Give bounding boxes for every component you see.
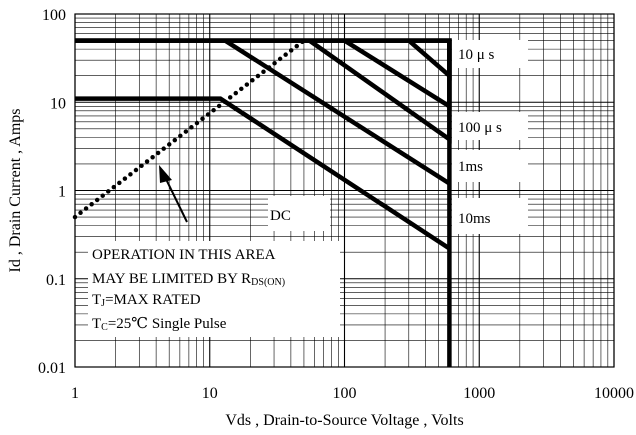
y-tick-label: 10 xyxy=(50,95,66,112)
note-arrow-shaft xyxy=(164,176,188,223)
series-label: 10ms xyxy=(458,211,491,227)
note-limited-sub: DS(ON) xyxy=(251,277,285,288)
series-lines xyxy=(75,38,452,367)
note-arrow xyxy=(159,165,188,223)
x-tick-label: 1 xyxy=(71,385,79,402)
x-tick-label: 10000 xyxy=(594,385,634,402)
note-arrow-head xyxy=(159,165,172,183)
note-tj-rest: =MAX RATED xyxy=(105,292,201,308)
x-tick-label: 1000 xyxy=(463,385,495,402)
label-background xyxy=(452,112,528,140)
series-label: 1ms xyxy=(458,159,483,175)
y-tick-label: 100 xyxy=(42,7,66,24)
plot-frame xyxy=(74,13,615,368)
y-tick-label: 0.01 xyxy=(38,360,66,377)
note-tj-main: T xyxy=(92,292,101,308)
y-tick-label: 1 xyxy=(58,184,66,201)
note-limited-main: MAY BE LIMITED BY R xyxy=(92,271,251,287)
series-label: 10 μ s xyxy=(458,47,495,63)
note-tc-rest: =25℃ Single Pulse xyxy=(108,316,227,332)
label-background xyxy=(452,198,528,234)
note-line-limited: MAY BE LIMITED BY RDS(ON) xyxy=(92,271,285,288)
y-axis-title: Id , Drain Current , Amps xyxy=(7,109,24,273)
y-tick-labels: 0.01 0.1 1 10 100 xyxy=(38,7,66,377)
x-tick-label: 10 xyxy=(202,385,218,402)
rds-on-limit-line xyxy=(72,38,307,220)
note-line-operation: OPERATION IN THIS AREA xyxy=(92,247,276,263)
series-label: 100 μ s xyxy=(458,120,502,136)
note-tc-sub: C xyxy=(101,322,108,333)
rds-on-limit-layer xyxy=(72,38,307,220)
note-background xyxy=(88,241,340,337)
y-tick-label: 0.1 xyxy=(46,272,66,289)
dc-label-background xyxy=(268,196,330,231)
note-line-tc: TC=25℃ Single Pulse xyxy=(92,316,227,333)
series-label: DC xyxy=(270,208,291,224)
label-background xyxy=(452,150,528,182)
note-line-tj: TJ=MAX RATED xyxy=(92,292,201,309)
label-background xyxy=(452,40,528,68)
x-tick-label: 100 xyxy=(333,385,357,402)
series-line-4 xyxy=(223,38,451,186)
x-axis-title: Vds , Drain-to-Source Voltage , Volts xyxy=(225,412,463,429)
x-tick-labels: 1 10 100 1000 10000 xyxy=(71,385,634,402)
note-tj-sub: J xyxy=(101,298,105,309)
note-tc-main: T xyxy=(92,316,101,332)
annotation-backgrounds xyxy=(88,40,528,337)
operation-area-note: OPERATION IN THIS AREA MAY BE LIMITED BY… xyxy=(92,247,285,333)
series-labels: 10 μ s 100 μ s 1ms 10ms DC xyxy=(270,47,502,227)
series-line-5 xyxy=(75,96,451,251)
